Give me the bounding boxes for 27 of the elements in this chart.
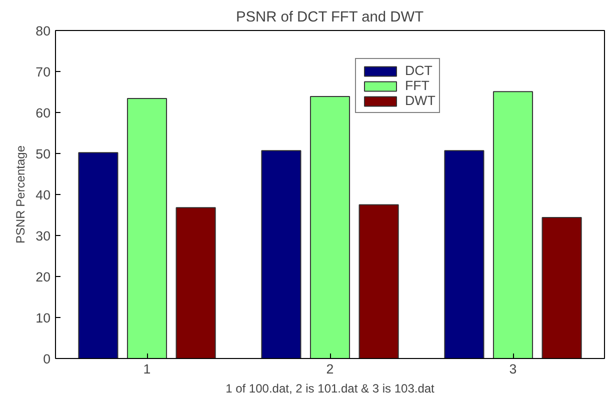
bar: [492, 91, 534, 358]
y-tick-label: 0: [43, 352, 51, 366]
bar: [444, 150, 484, 358]
bar: [261, 150, 302, 358]
bar: [542, 216, 582, 358]
y-tick-label: 10: [36, 310, 51, 326]
x-tick-label: 2: [326, 362, 334, 376]
bar: [176, 207, 216, 358]
y-tick-label: 40: [36, 188, 51, 202]
x-tick-label: 3: [509, 362, 517, 376]
bar: [310, 96, 350, 358]
y-tick-label: 70: [36, 64, 51, 80]
y-tick-label: 20: [36, 270, 51, 284]
y-tick-label: 50: [36, 146, 51, 162]
x-axis-title: 1 of 100.dat, 2 is 101.dat & 3 is 103.dat: [226, 382, 436, 396]
y-tick-label: 60: [36, 106, 51, 120]
legend-label: DCT: [405, 63, 432, 78]
y-axis-title: PSNR Percentage: [14, 145, 28, 244]
x-tick-label: 1: [143, 362, 151, 376]
bar: [126, 98, 168, 358]
bar: [78, 152, 118, 358]
y-tick-label: 80: [36, 24, 51, 38]
legend-label: DWT: [405, 93, 436, 108]
legend-label: FFT: [405, 78, 430, 93]
bar: [358, 204, 399, 358]
chart-title: PSNR of DCT FFT and DWT: [236, 10, 424, 26]
y-tick-label: 30: [36, 228, 51, 244]
